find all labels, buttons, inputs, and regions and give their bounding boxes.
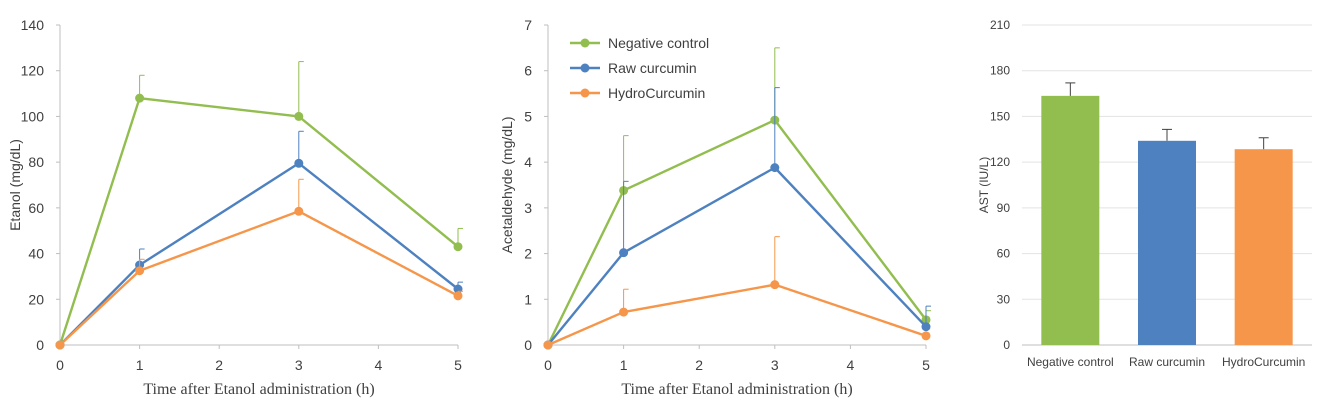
category-label: HydroCurcumin <box>1222 355 1305 369</box>
bar <box>1041 95 1100 345</box>
ast-bar-chart: 0 30 60 90 120 150 180 210 AST (IU/L) Negative co… <box>977 18 1312 369</box>
y-tick-label: 7 <box>524 17 532 33</box>
data-point <box>55 340 65 350</box>
x-tick-label: 3 <box>295 357 303 373</box>
y-tick-label: 120 <box>990 155 1010 169</box>
series-line <box>59 210 459 346</box>
series-2 <box>543 236 931 350</box>
data-point <box>921 322 931 332</box>
etanol-line-chart: 0 20 40 60 80 100 120 140 0 1 2 3 4 5 Time after Etano… <box>7 17 463 398</box>
y-tick-label: 80 <box>28 154 44 170</box>
series-2 <box>55 178 463 350</box>
y-tick-label: 180 <box>990 64 1010 78</box>
y-tick-label: 0 <box>1003 338 1010 352</box>
category-label: Raw curcumin <box>1129 355 1205 369</box>
y-axis-label: Acetaldehyde (mg/dL) <box>499 117 515 254</box>
x-axis-label: Time after Etanol administration (h) <box>143 381 374 398</box>
x-tick-label: 0 <box>56 357 64 373</box>
y-tick-label: 6 <box>524 63 532 79</box>
series-0 <box>55 61 463 350</box>
series-line <box>59 162 459 346</box>
y-tick-label: 150 <box>990 109 1010 123</box>
data-point <box>921 331 931 341</box>
x-tick-label: 2 <box>695 357 703 373</box>
data-point <box>294 111 304 121</box>
series-line <box>547 166 927 346</box>
y-tick-label: 30 <box>997 292 1011 306</box>
x-tick-label: 1 <box>620 357 628 373</box>
data-point <box>770 163 780 173</box>
data-point <box>294 206 304 216</box>
data-point <box>770 280 780 290</box>
legend-swatch-marker <box>580 63 590 73</box>
x-tick-label: 4 <box>847 357 855 373</box>
y-axis-label: AST (IU/L) <box>977 157 991 213</box>
series-0 <box>543 47 931 350</box>
series-1 <box>55 130 463 350</box>
bar <box>1234 149 1293 345</box>
series-line <box>547 283 927 347</box>
series-line <box>546 118 927 346</box>
bar <box>1138 140 1196 345</box>
x-axis-label: Time after Etanol administration (h) <box>621 381 852 398</box>
y-tick-label: 4 <box>524 154 532 170</box>
data-point <box>619 248 629 258</box>
data-point <box>135 93 145 103</box>
y-tick-label: 2 <box>524 246 532 262</box>
legend-swatch-marker <box>580 38 590 48</box>
x-tick-label: 0 <box>544 357 552 373</box>
legend: Negative control Raw curcumin HydroCurcumi… <box>570 35 709 101</box>
y-tick-label: 60 <box>28 200 44 216</box>
legend-label: HydroCurcumin <box>608 85 705 101</box>
x-tick-label: 4 <box>375 357 383 373</box>
data-point <box>453 242 463 252</box>
x-tick-label: 5 <box>922 357 930 373</box>
y-axis-label: Etanol (mg/dL) <box>7 139 23 231</box>
data-point <box>543 340 553 350</box>
data-point <box>294 158 304 168</box>
x-tick-label: 2 <box>215 357 223 373</box>
y-tick-label: 0 <box>524 337 532 353</box>
data-point <box>135 266 145 276</box>
x-tick-label: 3 <box>771 357 779 373</box>
y-tick-label: 60 <box>997 247 1011 261</box>
legend-label: Raw curcumin <box>608 60 697 76</box>
data-point <box>453 291 463 301</box>
y-tick-label: 40 <box>28 246 44 262</box>
y-tick-label: 100 <box>21 108 45 124</box>
y-tick-label: 0 <box>36 337 44 353</box>
legend-swatch-marker <box>580 88 590 98</box>
x-tick-label: 5 <box>454 357 462 373</box>
category-label: Negative control <box>1027 355 1114 369</box>
y-tick-label: 1 <box>524 291 532 307</box>
series-1 <box>543 87 931 350</box>
y-tick-label: 5 <box>524 108 532 124</box>
y-tick-label: 210 <box>990 18 1010 32</box>
legend-label: Negative control <box>608 35 709 51</box>
y-tick-label: 140 <box>21 17 45 33</box>
data-point <box>619 307 629 317</box>
y-tick-label: 20 <box>28 291 44 307</box>
acetaldehyde-line-chart: 0 1 2 3 4 5 6 7 0 1 2 3 4 5 Time after Etanol administ… <box>499 17 931 398</box>
y-tick-label: 120 <box>21 63 45 79</box>
y-tick-label: 3 <box>524 200 532 216</box>
x-tick-label: 1 <box>136 357 144 373</box>
series-line <box>58 96 459 346</box>
y-tick-label: 90 <box>997 201 1011 215</box>
